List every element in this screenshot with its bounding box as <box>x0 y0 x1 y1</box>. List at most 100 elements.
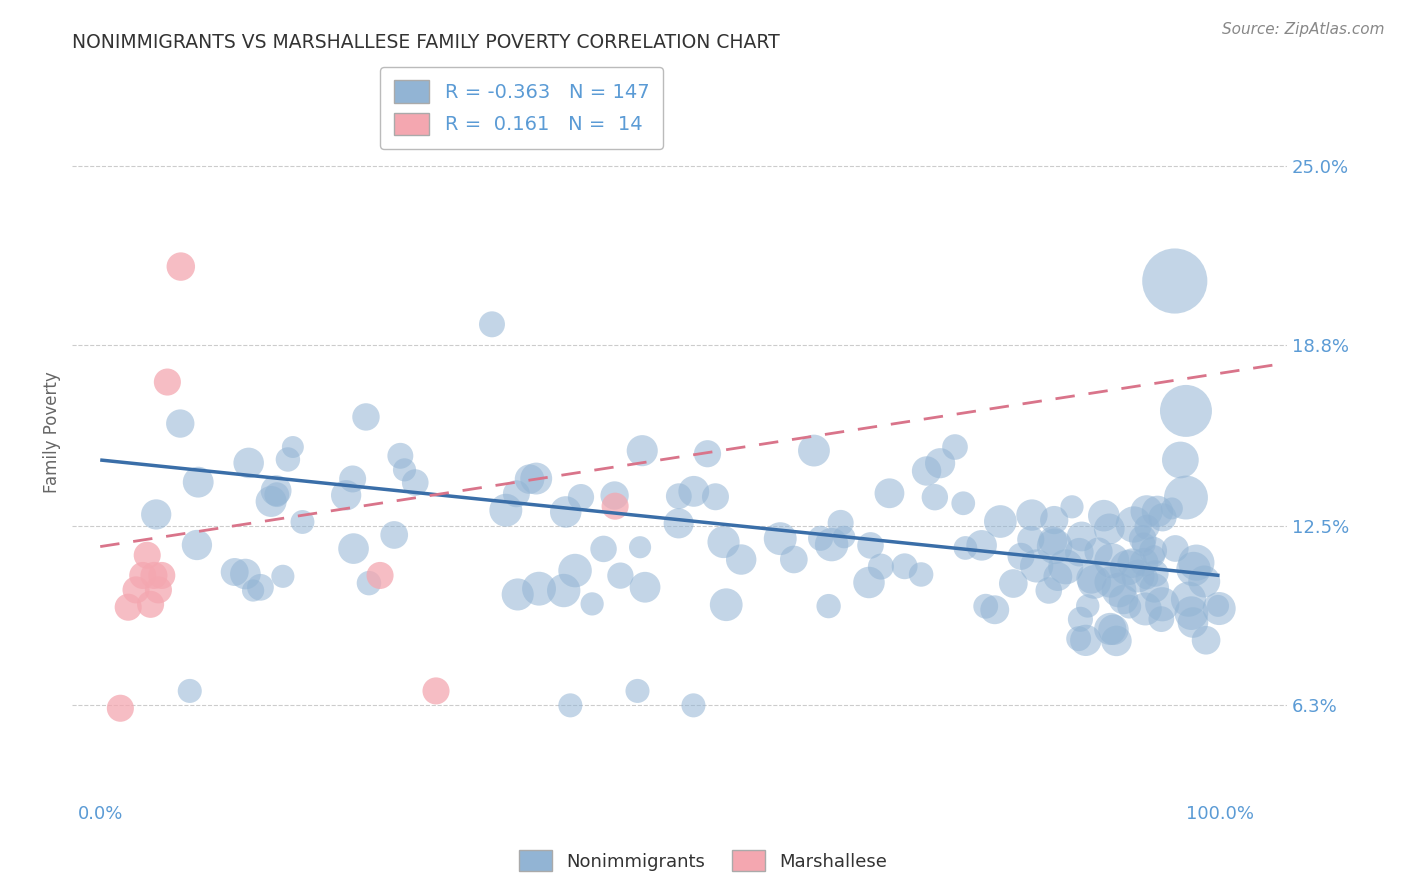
Point <box>1122 517 1144 532</box>
Point <box>915 464 938 478</box>
Point <box>1180 606 1202 620</box>
Point <box>1021 508 1043 522</box>
Point <box>1116 560 1139 574</box>
Point <box>870 559 893 574</box>
Point <box>342 472 364 486</box>
Point <box>1152 510 1174 524</box>
Point <box>238 456 260 470</box>
Point <box>1208 601 1230 615</box>
Point <box>1164 274 1187 288</box>
Point <box>242 583 264 598</box>
Point <box>952 496 974 510</box>
Point <box>277 452 299 467</box>
Point <box>519 472 541 486</box>
Point <box>1136 571 1159 585</box>
Point <box>505 487 527 501</box>
Point <box>581 597 603 611</box>
Point <box>425 684 447 698</box>
Point <box>1132 532 1154 546</box>
Point <box>820 538 842 552</box>
Point <box>524 472 547 486</box>
Point <box>955 541 977 555</box>
Point <box>1135 602 1157 616</box>
Point <box>988 515 1011 529</box>
Point <box>832 530 855 544</box>
Point <box>1069 612 1091 626</box>
Point <box>1152 597 1174 611</box>
Point <box>368 568 391 582</box>
Point <box>682 698 704 713</box>
Point <box>357 576 380 591</box>
Point <box>1102 623 1125 637</box>
Point <box>342 541 364 556</box>
Point <box>249 580 271 594</box>
Point <box>1175 491 1198 505</box>
Point <box>1070 529 1092 543</box>
Point <box>564 564 586 578</box>
Point <box>136 548 159 562</box>
Point <box>1192 574 1215 589</box>
Point <box>974 599 997 614</box>
Point <box>569 490 592 504</box>
Point <box>527 582 550 596</box>
Point <box>858 575 880 590</box>
Point <box>264 483 287 498</box>
Point <box>354 409 377 424</box>
Point <box>704 490 727 504</box>
Point <box>783 552 806 566</box>
Legend: Nonimmigrants, Marshallese: Nonimmigrants, Marshallese <box>512 843 894 879</box>
Point <box>1077 599 1099 613</box>
Point <box>271 569 294 583</box>
Point <box>1160 501 1182 516</box>
Point <box>150 568 173 582</box>
Point <box>1101 554 1123 568</box>
Point <box>186 538 208 552</box>
Point <box>603 499 626 513</box>
Point <box>1142 543 1164 558</box>
Point <box>1098 522 1121 536</box>
Point <box>404 475 426 490</box>
Point <box>187 475 209 490</box>
Point <box>984 603 1007 617</box>
Point <box>1175 404 1198 418</box>
Point <box>1181 615 1204 630</box>
Point <box>170 260 193 274</box>
Y-axis label: Family Poverty: Family Poverty <box>44 372 60 493</box>
Point <box>634 580 657 594</box>
Point <box>1108 582 1130 597</box>
Point <box>1118 599 1140 614</box>
Point <box>235 567 257 582</box>
Point <box>716 598 738 612</box>
Point <box>1043 513 1066 527</box>
Point <box>506 587 529 601</box>
Point <box>1067 632 1090 646</box>
Point <box>142 568 165 582</box>
Point <box>117 600 139 615</box>
Point <box>1177 592 1199 607</box>
Point <box>1025 558 1047 573</box>
Point <box>1185 556 1208 570</box>
Point <box>1132 537 1154 551</box>
Point <box>169 417 191 431</box>
Point <box>1069 545 1091 559</box>
Point <box>125 582 148 597</box>
Point <box>1099 574 1122 589</box>
Point <box>1019 533 1042 547</box>
Point <box>730 552 752 566</box>
Point <box>626 684 648 698</box>
Point <box>1146 504 1168 518</box>
Point <box>139 597 162 611</box>
Point <box>266 488 288 502</box>
Point <box>1002 576 1025 591</box>
Point <box>1092 508 1115 523</box>
Point <box>803 443 825 458</box>
Legend: R = -0.363   N = 147, R =  0.161   N =  14: R = -0.363 N = 147, R = 0.161 N = 14 <box>381 67 662 149</box>
Point <box>110 701 132 715</box>
Point <box>148 582 170 597</box>
Point <box>560 698 582 713</box>
Point <box>1170 453 1192 467</box>
Point <box>1038 583 1060 598</box>
Point <box>1080 572 1102 586</box>
Point <box>682 484 704 499</box>
Point <box>1136 520 1159 534</box>
